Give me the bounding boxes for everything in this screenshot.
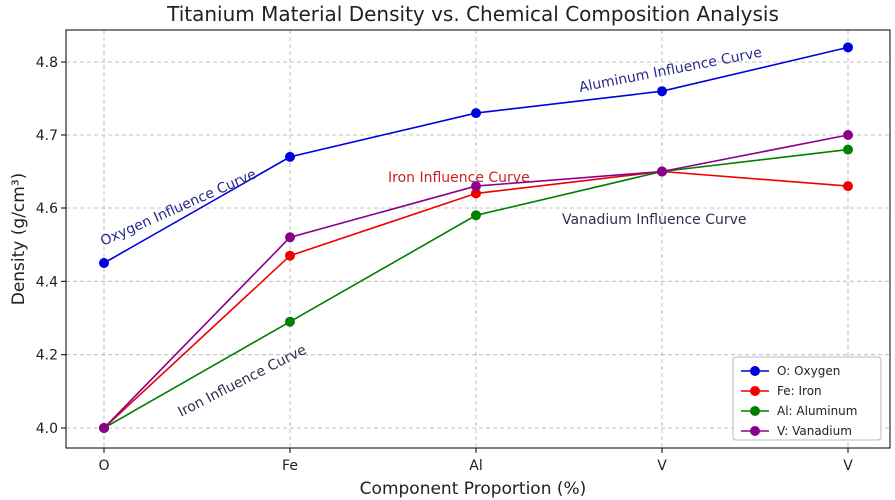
annotation-vanadium-curve: Vanadium Influence Curve [562, 212, 747, 228]
legend-box [732, 356, 882, 441]
data-point [843, 42, 853, 53]
y-tick-label: 4.4 [36, 274, 58, 290]
data-point [285, 316, 295, 327]
data-point [843, 130, 853, 140]
plot-area-frame [65, 29, 891, 449]
data-point [471, 188, 481, 199]
data-point [657, 86, 667, 97]
annotations: Oxygen Influence Curve Aluminum Influenc… [98, 45, 763, 421]
data-point [843, 181, 853, 192]
series-layer [99, 42, 853, 433]
data-point [285, 250, 295, 261]
data-point [99, 258, 109, 268]
data-point [285, 151, 295, 162]
legend-entry: Al: Aluminum [741, 404, 857, 418]
legend-entry: V: Vanadium [741, 424, 852, 438]
legend-label: V: Vanadium [777, 424, 852, 438]
x-tick-label: V [843, 458, 853, 474]
annotation-iron-curve-lower: Iron Influence Curve [176, 342, 310, 421]
y-tick-label: 4.8 [36, 55, 58, 71]
data-point [285, 232, 295, 243]
x-axis-label: Component Proportion (%) [360, 479, 587, 499]
y-tick-label: 4.0 [36, 421, 58, 437]
y-tick-label: 4.2 [36, 348, 58, 364]
legend-label: O: Oxygen [777, 364, 840, 378]
series-4 [99, 130, 853, 433]
data-point [843, 144, 853, 155]
legend-marker [750, 406, 760, 416]
legend-label: Fe: Iron [777, 384, 822, 398]
data-point [471, 108, 481, 119]
x-tick-label: Al [469, 458, 482, 474]
data-point [471, 181, 481, 192]
legend-entry: O: Oxygen [741, 364, 840, 378]
series-1 [99, 42, 853, 268]
y-axis: 4.0 4.2 4.4 4.6 4.7 4.8 [36, 55, 66, 437]
legend-label: Al: Aluminum [777, 404, 857, 418]
x-axis: O Fe Al V V [98, 448, 853, 474]
y-tick-label: 4.7 [36, 128, 58, 144]
annotation-aluminum-curve: Aluminum Influence Curve [578, 45, 764, 96]
legend-marker [750, 426, 760, 436]
x-tick-label: O [98, 458, 109, 474]
legend-entry: Fe: Iron [741, 384, 822, 398]
legend: O: Oxygen Fe: Iron Al: Aluminum V: Vanadium [732, 356, 882, 441]
x-tick-label: V [657, 458, 667, 474]
y-axis-label: Density (g/cm³) [9, 173, 29, 306]
legend-marker [750, 386, 760, 396]
x-tick-label: Fe [282, 458, 298, 474]
data-point [657, 166, 667, 177]
legend-marker [750, 366, 760, 376]
annotation-iron-curve: Iron Influence Curve [388, 170, 530, 186]
data-point [471, 210, 481, 221]
y-tick-label: 4.6 [36, 201, 58, 217]
chart-title: Titanium Material Density vs. Chemical C… [166, 2, 779, 26]
data-point [99, 423, 109, 433]
